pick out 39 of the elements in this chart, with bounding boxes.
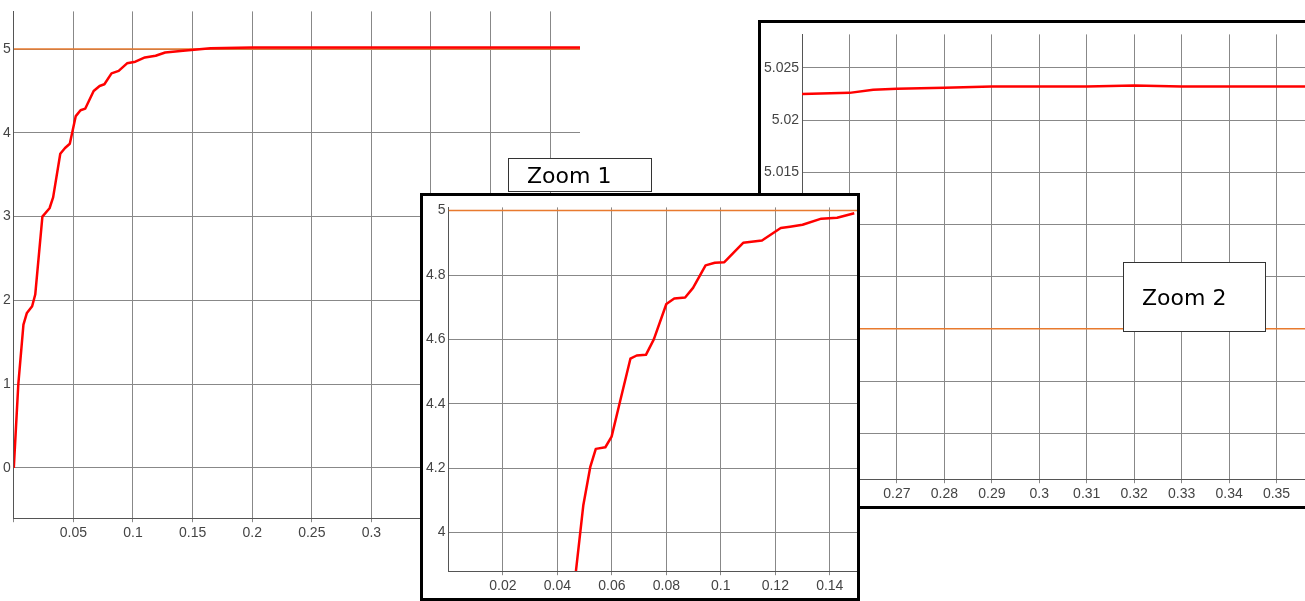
x-tick-label: 0.29 (978, 485, 1006, 502)
x-tick-label: 0.1 (123, 524, 143, 541)
x-tick-label: 0.1 (711, 577, 731, 594)
x-tick-label: 0.05 (59, 524, 88, 541)
y-tick-label: 2 (2, 291, 11, 308)
x-tick-label: 0.3 (361, 524, 382, 541)
y-tick-label: 5.025 (763, 58, 800, 75)
x-tick-label: 0.3 (1029, 485, 1050, 502)
y-tick-label: 1 (2, 375, 11, 392)
x-tick-label: 0.2 (242, 524, 263, 541)
x-tick-label: 0.08 (652, 577, 681, 594)
x-tick-label: 0.31 (1073, 485, 1101, 502)
y-tick-label: 5 (2, 39, 11, 56)
x-tick-label: 0.04 (543, 577, 572, 594)
y-tick-label: 5.02 (771, 110, 800, 127)
x-tick-label: 0.28 (930, 485, 959, 502)
y-tick-label: 5.015 (763, 163, 800, 180)
chart-title: Zoom 1 (508, 158, 652, 192)
x-tick-label: 0.02 (489, 577, 517, 594)
x-tick-label: 0.12 (761, 577, 790, 594)
y-tick-label: 4.4 (425, 394, 446, 411)
y-tick-label: 3 (2, 207, 11, 224)
y-tick-label: 4.8 (425, 265, 446, 282)
x-tick-label: 0.33 (1168, 485, 1196, 502)
y-tick-label: 4 (437, 523, 446, 540)
x-tick-label: 0.35 (1262, 485, 1291, 502)
x-tick-label: 0.34 (1215, 485, 1243, 502)
y-tick-label: 4.2 (425, 459, 446, 476)
text: Zoom 2 (1123, 262, 1266, 332)
x-tick-label: 0.15 (178, 524, 207, 541)
x-tick-label: 0.06 (598, 577, 626, 594)
y-tick-label: 0 (2, 458, 11, 475)
x-tick-label: 0.27 (883, 485, 911, 502)
y-tick-label: 4.6 (425, 330, 446, 347)
y-tick-label: 4 (2, 123, 11, 140)
x-tick-label: 0.32 (1120, 485, 1149, 502)
x-tick-label: 0.14 (816, 577, 844, 594)
y-tick-label: 5 (437, 201, 446, 218)
x-tick-label: 0.25 (298, 524, 326, 541)
